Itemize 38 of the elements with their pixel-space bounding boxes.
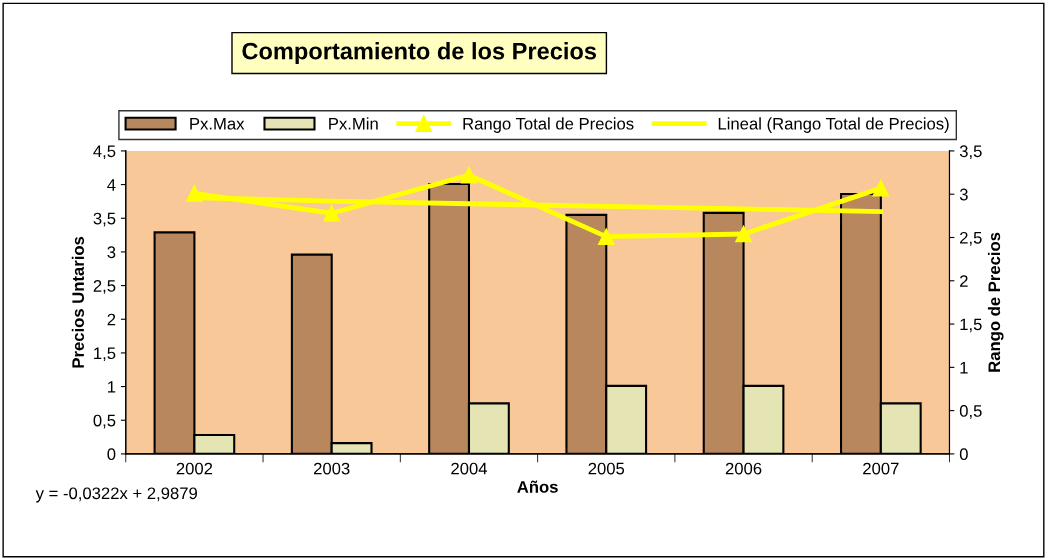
y2-axis-title: Rango de Precios (987, 232, 1004, 372)
y-tick-label: 4 (107, 179, 116, 191)
y-tick-label: 0 (107, 448, 116, 461)
point (735, 225, 752, 243)
x-axis-title: Años (517, 480, 558, 493)
x-tick-label: 2002 (176, 462, 213, 475)
legend-label: Px.Max (190, 117, 245, 130)
x-tick-label: 2006 (725, 462, 762, 475)
x-tick-label: 2003 (313, 462, 350, 475)
y-tick-label: 3,5 (93, 212, 116, 227)
chart-title: Comportamiento de los Precios (242, 42, 597, 65)
x-tick-label: 2007 (863, 462, 899, 475)
y-axis-title: Precios Untarios (71, 236, 85, 368)
y2-tick-label: 1 (960, 361, 968, 374)
y2-tick-label: 0 (959, 448, 968, 461)
y-tick-label: 4,5 (93, 145, 116, 160)
y-tick-label: 0,5 (93, 414, 116, 429)
y2-tick-label: 3 (959, 188, 968, 201)
legend-label: Px.Min (329, 117, 378, 130)
legend-label: Rango Total de Precios (463, 117, 634, 133)
y-tick-label: 1,5 (94, 347, 116, 362)
point (597, 228, 615, 245)
y2-tick-label: 2 (960, 275, 968, 287)
point (323, 204, 341, 222)
y-tick-label: 2,5 (93, 279, 116, 294)
legend-label: Lineal (Rango Total de Precios) (718, 117, 949, 133)
point (460, 166, 478, 184)
text: y = -0,0322x + 2,9879 (35, 487, 197, 503)
y-tick-label: 1 (108, 381, 116, 393)
point (872, 179, 890, 197)
x-tick-label: 2004 (451, 462, 488, 475)
y2-tick-label: 1,5 (960, 318, 982, 333)
x-tick-label: 2005 (588, 462, 625, 475)
y2-tick-label: 3,5 (959, 145, 982, 160)
y2-tick-label: 0,5 (959, 405, 982, 419)
y-tick-label: 2 (107, 313, 116, 326)
y2-tick-label: 2,5 (960, 231, 982, 246)
y-tick-label: 3 (107, 246, 116, 259)
